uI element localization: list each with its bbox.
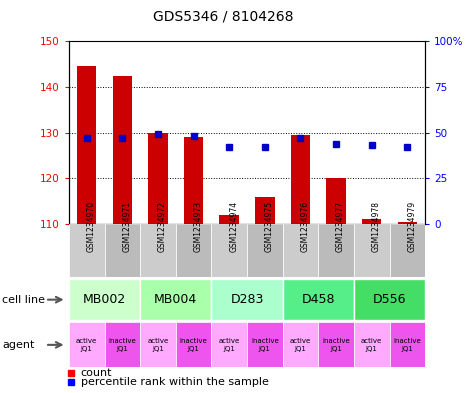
Bar [140, 224, 176, 277]
Text: GSM1234974: GSM1234974 [229, 201, 238, 252]
Text: inactive
JQ1: inactive JQ1 [180, 338, 208, 352]
Bar [69, 279, 140, 320]
Bar [291, 135, 310, 224]
Text: D283: D283 [230, 293, 264, 306]
Bar [318, 322, 354, 367]
Bar [140, 279, 211, 320]
Bar [211, 279, 283, 320]
Bar [354, 224, 390, 277]
Bar [390, 322, 425, 367]
Bar [176, 224, 211, 277]
Bar [77, 66, 96, 224]
Bar [148, 133, 168, 224]
Bar [140, 322, 176, 367]
Text: agent: agent [2, 340, 35, 350]
Bar [113, 75, 132, 224]
Text: percentile rank within the sample: percentile rank within the sample [81, 377, 269, 387]
Bar [211, 224, 247, 277]
Text: MB004: MB004 [154, 293, 198, 306]
Text: GSM1234971: GSM1234971 [123, 201, 131, 252]
Bar [354, 279, 425, 320]
Bar [247, 224, 283, 277]
Text: GDS5346 / 8104268: GDS5346 / 8104268 [153, 10, 294, 24]
Text: GSM1234979: GSM1234979 [407, 201, 416, 252]
Bar [326, 178, 346, 224]
Bar [184, 137, 203, 224]
Text: GSM1234975: GSM1234975 [265, 201, 274, 252]
Text: inactive
JQ1: inactive JQ1 [108, 338, 136, 352]
Bar [283, 224, 318, 277]
Bar [219, 215, 239, 224]
Bar [390, 224, 425, 277]
Text: MB002: MB002 [83, 293, 126, 306]
Bar [69, 224, 104, 277]
Text: GSM1234970: GSM1234970 [86, 201, 95, 252]
Text: active
JQ1: active JQ1 [290, 338, 311, 352]
Text: GSM1234972: GSM1234972 [158, 201, 167, 252]
Bar [283, 322, 318, 367]
Bar [211, 322, 247, 367]
Text: active
JQ1: active JQ1 [361, 338, 382, 352]
Text: inactive
JQ1: inactive JQ1 [251, 338, 279, 352]
Bar [362, 219, 381, 224]
Text: active
JQ1: active JQ1 [218, 338, 240, 352]
Text: GSM1234973: GSM1234973 [194, 201, 202, 252]
Text: count: count [81, 368, 112, 378]
Text: inactive
JQ1: inactive JQ1 [322, 338, 350, 352]
Bar [354, 322, 390, 367]
Text: GSM1234978: GSM1234978 [371, 201, 380, 252]
Text: active
JQ1: active JQ1 [147, 338, 169, 352]
Text: active
JQ1: active JQ1 [76, 338, 97, 352]
Text: D458: D458 [302, 293, 335, 306]
Bar [318, 224, 354, 277]
Text: D556: D556 [373, 293, 406, 306]
Text: GSM1234977: GSM1234977 [336, 201, 345, 252]
Text: cell line: cell line [2, 295, 46, 305]
Text: GSM1234976: GSM1234976 [300, 201, 309, 252]
Bar [255, 196, 275, 224]
Bar [283, 279, 354, 320]
Bar [104, 224, 140, 277]
Bar [176, 322, 211, 367]
Bar [398, 222, 417, 224]
Bar [69, 322, 104, 367]
Text: inactive
JQ1: inactive JQ1 [393, 338, 421, 352]
Bar [104, 322, 140, 367]
Bar [247, 322, 283, 367]
